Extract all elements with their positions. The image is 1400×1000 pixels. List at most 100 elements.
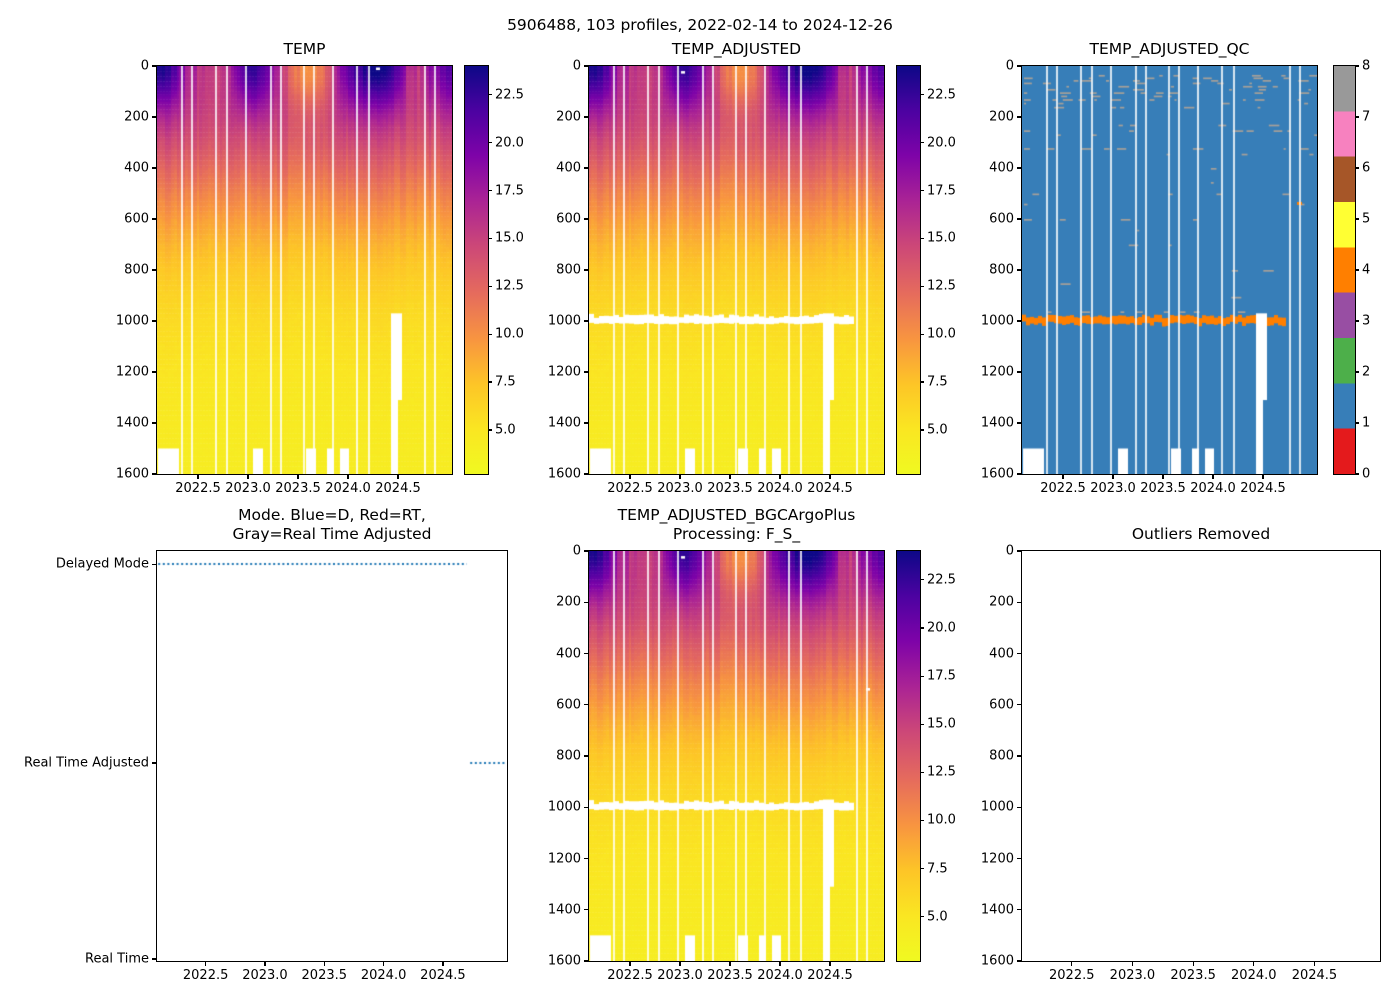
- temp-heatmap-canvas: [157, 66, 452, 474]
- x-tick-label: 2024.0: [1231, 968, 1277, 983]
- colorbar-tick-label: 7.5: [495, 374, 516, 390]
- y-tick-mark: [152, 320, 156, 322]
- y-tick-mark: [584, 652, 588, 655]
- colorbar-tick-mark: [920, 916, 924, 918]
- subplot-mode-title: Mode. Blue=D, Red=RT, Gray=Real Time Adju…: [157, 506, 507, 544]
- colorbar-tick-mark: [920, 579, 924, 581]
- y-tick-mark: [584, 960, 588, 962]
- y-tick-label: 800: [556, 262, 581, 278]
- x-tick-mark: [829, 475, 831, 479]
- colorbar-tick-mark: [488, 237, 492, 239]
- colorbar-tick-label: 22.5: [495, 87, 524, 103]
- y-tick-mark: [1017, 320, 1021, 322]
- colorbar-tick-mark: [920, 429, 924, 431]
- y-tick-mark: [152, 762, 156, 764]
- mode-y-label: Delayed Mode: [55, 556, 149, 572]
- y-tick-mark: [1017, 269, 1021, 271]
- x-tick-label: 2024.0: [1190, 481, 1236, 496]
- x-tick-label: 2024.5: [1240, 481, 1286, 496]
- colorbar-tick-label: 22.5: [927, 572, 956, 588]
- y-tick-mark: [152, 563, 156, 565]
- subplot-bgc-title: TEMP_ADJUSTED_BGCArgoPlus Processing: F_S…: [589, 506, 884, 544]
- y-tick-label: 1400: [115, 415, 149, 431]
- y-tick-label: 400: [556, 646, 581, 661]
- subplot-temp-adjusted-title: TEMP_ADJUSTED: [671, 40, 802, 58]
- colorbar-tick-mark: [488, 189, 492, 192]
- colorbar-tick-mark: [920, 285, 924, 287]
- y-tick-mark: [1017, 806, 1021, 808]
- x-tick-mark: [729, 962, 731, 966]
- qc-colorbar-tick-label: 2: [1362, 364, 1371, 380]
- x-tick-mark: [629, 962, 631, 966]
- colorbar-tick-label: 10.0: [927, 326, 956, 342]
- qc-colorbar-tick-mark: [1355, 116, 1359, 118]
- y-tick-mark: [584, 806, 588, 808]
- colorbar-tick-label: 5.0: [927, 422, 948, 438]
- x-tick-label: 2024.5: [1291, 968, 1338, 983]
- qc-colorbar-tick-label: 7: [1362, 109, 1371, 125]
- x-tick-mark: [383, 962, 385, 966]
- qc-colorbar-tick-mark: [1355, 65, 1359, 67]
- colorbar-tick-label: 17.5: [495, 183, 524, 198]
- x-tick-label: 2022.5: [607, 481, 653, 496]
- bgc-title-line1: TEMP_ADJUSTED_BGCArgoPlus: [617, 506, 856, 524]
- colorbar-tick-label: 12.5: [495, 278, 524, 294]
- y-tick-mark: [152, 218, 156, 220]
- y-tick-label: 800: [989, 748, 1014, 764]
- y-tick-label: 1200: [980, 364, 1014, 380]
- qc-colorbar-tick-mark: [1355, 371, 1359, 373]
- y-tick-label: 200: [556, 594, 581, 610]
- qc-colorbar-tick-label: 4: [1362, 262, 1371, 278]
- colorbar-tick-label: 17.5: [927, 668, 956, 684]
- x-tick-mark: [1212, 475, 1214, 479]
- x-tick-mark: [729, 475, 731, 479]
- x-tick-mark: [629, 475, 631, 479]
- temp-adjusted-colorbar: [896, 65, 921, 475]
- y-tick-label: 0: [572, 58, 581, 74]
- bgc-heatmap-canvas: [589, 551, 884, 961]
- y-tick-mark: [1017, 65, 1021, 67]
- y-tick-mark: [152, 116, 156, 118]
- y-tick-mark: [1017, 601, 1021, 603]
- x-tick-label: 2023.0: [225, 481, 271, 496]
- y-tick-mark: [584, 371, 588, 373]
- bgc-title-line2: Processing: F_S_: [672, 525, 801, 543]
- y-tick-mark: [584, 167, 588, 169]
- y-tick-label: 200: [124, 109, 149, 125]
- x-tick-mark: [1192, 962, 1194, 966]
- x-tick-label: 2024.0: [757, 481, 803, 496]
- y-tick-label: 1400: [980, 902, 1014, 918]
- y-tick-label: 1600: [115, 466, 149, 482]
- colorbar-tick-mark: [920, 627, 924, 629]
- y-tick-label: 1400: [547, 415, 581, 431]
- y-tick-mark: [152, 422, 156, 424]
- colorbar-tick-mark: [920, 142, 924, 144]
- y-tick-label: 1000: [115, 313, 149, 329]
- subplot-temp-title: TEMP: [283, 40, 326, 58]
- y-tick-mark: [152, 473, 156, 475]
- y-tick-mark: [1017, 167, 1021, 169]
- y-tick-label: 0: [1005, 58, 1014, 74]
- y-tick-mark: [1017, 755, 1021, 757]
- colorbar-tick-label: 7.5: [927, 374, 948, 390]
- mode-y-label: Real Time Adjusted: [24, 755, 149, 771]
- x-tick-mark: [1253, 962, 1255, 966]
- colorbar-tick-mark: [920, 675, 924, 677]
- x-tick-mark: [264, 962, 266, 966]
- y-tick-mark: [584, 909, 588, 911]
- x-tick-mark: [323, 962, 325, 966]
- y-tick-label: 1000: [980, 313, 1014, 329]
- x-tick-label: 2023.0: [242, 968, 288, 983]
- y-tick-label: 800: [556, 748, 581, 764]
- y-tick-mark: [584, 473, 588, 475]
- qc-colorbar-tick-label: 0: [1362, 466, 1371, 482]
- qc-colorbar-tick-label: 1: [1362, 415, 1371, 431]
- y-tick-mark: [584, 218, 588, 220]
- colorbar-tick-label: 12.5: [927, 278, 956, 294]
- colorbar-tick-label: 5.0: [495, 422, 516, 438]
- colorbar-tick-mark: [920, 333, 924, 335]
- x-tick-label: 2023.5: [301, 968, 348, 983]
- x-tick-label: 2022.5: [1040, 481, 1086, 496]
- x-tick-label: 2023.5: [1170, 968, 1216, 983]
